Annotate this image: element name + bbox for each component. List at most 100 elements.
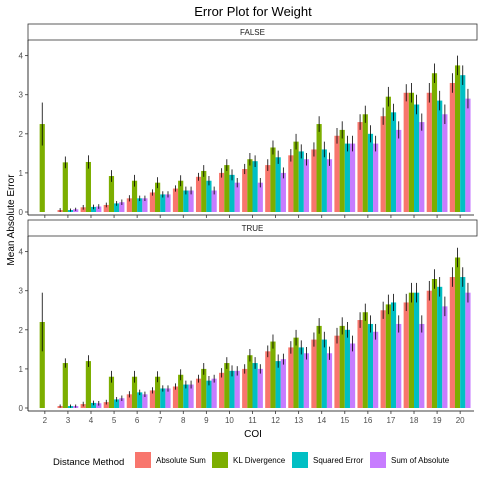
- bar-kl-divergence: [408, 92, 415, 212]
- legend-key-squared-error: [292, 452, 308, 468]
- bar-squared-error: [367, 133, 374, 212]
- y-tick-label: 3: [19, 91, 24, 100]
- bar-absolute-sum: [288, 347, 294, 408]
- bar-absolute-sum: [426, 92, 432, 212]
- bar-absolute-sum: [380, 310, 386, 408]
- bar-squared-error: [252, 161, 258, 212]
- legend-label: Squared Error: [313, 456, 364, 465]
- bar-absolute-sum: [311, 339, 317, 408]
- bar-sum-of-absolute: [442, 114, 448, 212]
- bar-kl-divergence: [408, 292, 415, 408]
- y-tick-label: 0: [19, 404, 24, 413]
- bar-kl-divergence: [293, 141, 299, 212]
- bar-squared-error: [275, 361, 281, 408]
- x-tick-label: 14: [317, 416, 326, 425]
- bar-squared-error: [460, 277, 466, 408]
- x-tick-label: 6: [135, 416, 140, 425]
- x-tick-label: 3: [66, 416, 71, 425]
- bar-sum-of-absolute: [326, 353, 333, 408]
- bar-absolute-sum: [288, 155, 294, 212]
- bar-sum-of-absolute: [234, 182, 240, 212]
- bar-sum-of-absolute: [373, 331, 379, 408]
- bar-sum-of-absolute: [280, 359, 286, 408]
- bar-kl-divergence: [201, 170, 207, 212]
- bar-kl-divergence: [224, 165, 230, 212]
- facet-strip-label: FALSE: [240, 28, 265, 37]
- y-tick-label: 4: [19, 248, 24, 257]
- bar-sum-of-absolute: [349, 143, 356, 212]
- legend-key-kl-divergence: [212, 452, 228, 468]
- x-tick-label: 5: [112, 416, 117, 425]
- bar-kl-divergence: [270, 147, 276, 212]
- x-tick-label: 4: [89, 416, 94, 425]
- bar-kl-divergence: [339, 325, 345, 408]
- bar-absolute-sum: [103, 402, 109, 408]
- bar-absolute-sum: [219, 372, 225, 408]
- x-tick-label: 9: [204, 416, 209, 425]
- bar-kl-divergence: [39, 124, 45, 212]
- bar-absolute-sum: [380, 116, 386, 212]
- bar-squared-error: [298, 151, 304, 212]
- x-tick-label: 20: [456, 416, 465, 425]
- bar-sum-of-absolute: [142, 394, 148, 408]
- bar-absolute-sum: [265, 165, 271, 212]
- x-tick-label: 18: [410, 416, 419, 425]
- bar-kl-divergence: [108, 376, 115, 408]
- bar-squared-error: [437, 286, 443, 408]
- bar-sum-of-absolute: [349, 343, 356, 408]
- legend-label: Sum of Absolute: [391, 456, 450, 465]
- bar-squared-error: [321, 339, 327, 408]
- bar-kl-divergence: [362, 114, 368, 212]
- x-tick-label: 17: [386, 416, 395, 425]
- bar-absolute-sum: [403, 92, 409, 212]
- legend-label: KL Divergence: [233, 456, 286, 465]
- legend-key-sum-of-absolute: [370, 452, 386, 468]
- bar-squared-error: [414, 104, 420, 212]
- y-tick-label: 2: [19, 130, 24, 139]
- bar-absolute-sum: [242, 169, 248, 212]
- bar-squared-error: [367, 323, 374, 408]
- bar-squared-error: [344, 329, 350, 408]
- bar-kl-divergence: [385, 96, 391, 212]
- bar-kl-divergence: [62, 363, 68, 408]
- y-tick-label: 0: [19, 208, 24, 217]
- bar-squared-error: [275, 157, 281, 212]
- bar-squared-error: [298, 347, 304, 408]
- y-tick-label: 2: [19, 326, 24, 335]
- bar-kl-divergence: [247, 355, 253, 408]
- chart-title: Error Plot for Weight: [194, 4, 312, 19]
- bar-kl-divergence: [385, 304, 391, 408]
- bar-squared-error: [160, 388, 166, 408]
- bar-kl-divergence: [155, 376, 161, 408]
- bar-absolute-sum: [403, 302, 409, 408]
- bar-absolute-sum: [195, 378, 202, 408]
- bar-squared-error: [437, 100, 443, 212]
- bar-squared-error: [183, 190, 189, 212]
- bar-squared-error: [229, 174, 235, 212]
- bar-kl-divergence: [431, 279, 438, 408]
- legend-key-absolute-sum: [135, 452, 151, 468]
- bar-kl-divergence: [85, 361, 91, 408]
- bar-sum-of-absolute: [188, 384, 194, 408]
- bar-squared-error: [90, 402, 97, 408]
- bar-squared-error: [252, 363, 258, 408]
- bar-absolute-sum: [357, 320, 363, 408]
- bar-squared-error: [414, 292, 420, 408]
- bar-kl-divergence: [62, 162, 68, 212]
- bar-absolute-sum: [334, 135, 340, 212]
- bar-kl-divergence: [85, 161, 91, 212]
- bar-sum-of-absolute: [303, 353, 310, 408]
- bar-squared-error: [114, 399, 120, 408]
- bar-absolute-sum: [311, 149, 317, 212]
- bar-absolute-sum: [219, 172, 225, 212]
- y-tick-label: 1: [19, 365, 24, 374]
- bar-absolute-sum: [149, 390, 156, 408]
- bar-kl-divergence: [201, 368, 207, 408]
- bar-kl-divergence: [339, 129, 345, 212]
- bar-kl-divergence: [454, 257, 461, 408]
- bar-sum-of-absolute: [280, 172, 286, 212]
- bar-squared-error: [390, 112, 397, 212]
- bar-kl-divergence: [178, 374, 184, 408]
